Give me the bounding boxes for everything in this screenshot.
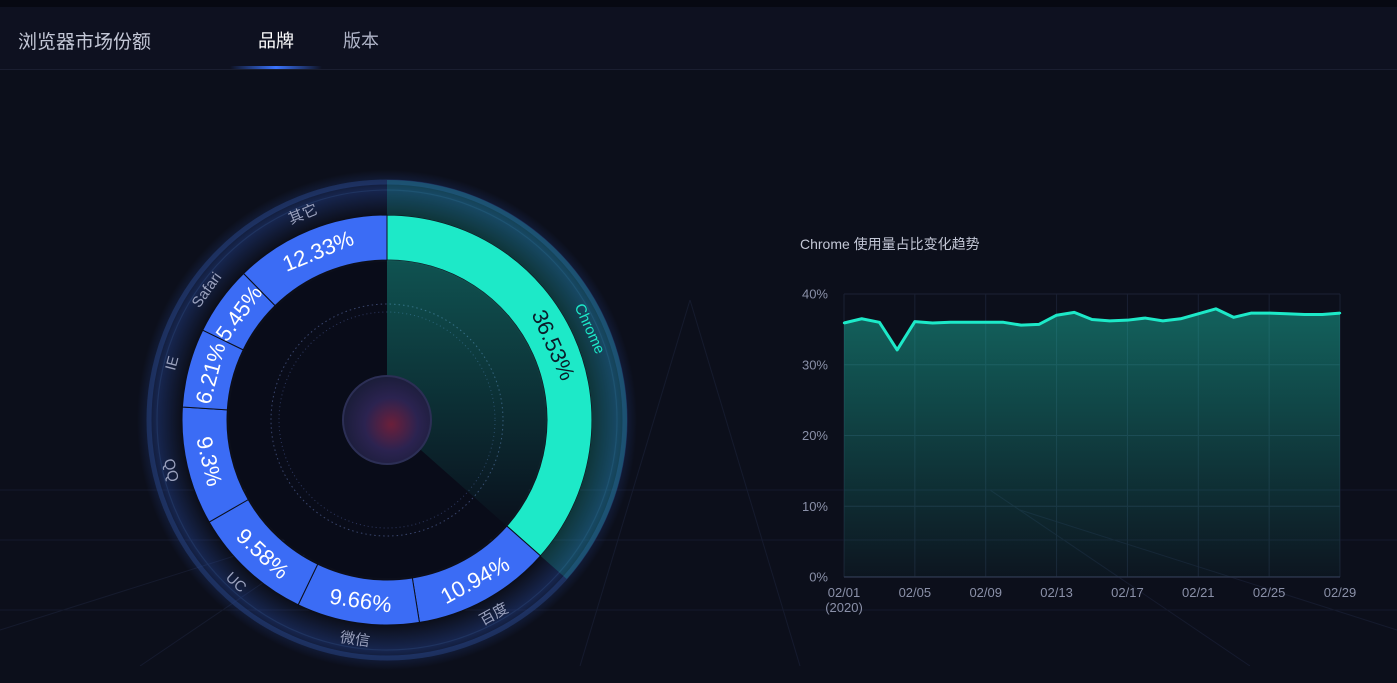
donut-guide-ring (156, 189, 618, 651)
data-point (1214, 307, 1218, 311)
donut-outer-ring (146, 179, 628, 661)
donut-slice-7 (242, 214, 388, 307)
data-point (1250, 311, 1253, 315)
x-tick-year-label: (2020) (825, 600, 863, 615)
data-point (1073, 311, 1076, 314)
y-tick-label: 10% (802, 499, 828, 514)
data-point (949, 321, 952, 324)
y-tick-label: 30% (802, 357, 828, 372)
center-orb (342, 375, 432, 465)
y-tick-label: 20% (802, 428, 828, 443)
x-tick-label: 02/17 (1111, 585, 1144, 600)
data-point (1197, 312, 1200, 316)
data-point (1303, 313, 1306, 316)
data-point (860, 317, 863, 320)
data-point (984, 321, 987, 324)
header-bar: 浏览器市场份额 品牌 版本 (0, 7, 1397, 70)
data-point (931, 321, 934, 325)
tab-version[interactable]: 版本 (343, 31, 379, 51)
x-tick-label: 02/01 (828, 585, 861, 600)
x-tick-label: 02/13 (1040, 585, 1073, 600)
data-point (1338, 311, 1342, 315)
x-tick-label: 02/09 (969, 585, 1002, 600)
active-tab-indicator (230, 66, 322, 69)
data-point (878, 321, 881, 324)
slice-name-label: QQ (160, 457, 182, 484)
data-point (1090, 318, 1094, 321)
data-point (895, 348, 899, 352)
data-point (1055, 314, 1058, 317)
x-tick-label: 02/21 (1182, 585, 1215, 600)
data-point (1126, 318, 1129, 322)
window-top-strip (0, 0, 1397, 7)
page-title: 浏览器市场份额 (18, 32, 152, 53)
data-point (1143, 316, 1147, 320)
data-point (1108, 319, 1111, 323)
x-tick-label: 02/29 (1324, 585, 1357, 600)
data-point (1267, 311, 1271, 315)
tab-brand[interactable]: 品牌 (258, 31, 294, 51)
data-point (1321, 313, 1324, 316)
data-point (913, 320, 917, 323)
data-point (1285, 312, 1289, 316)
highlight-beam (387, 260, 547, 527)
data-point (1002, 321, 1005, 324)
data-point (966, 321, 970, 324)
x-tick-label: 02/25 (1253, 585, 1286, 600)
data-point (1232, 316, 1235, 319)
x-tick-label: 02/05 (899, 585, 932, 600)
y-tick-label: 40% (802, 287, 828, 302)
data-point (842, 321, 846, 325)
data-point (1179, 317, 1182, 320)
slice-name-label: IE (162, 354, 182, 372)
browser-share-donut-chart: 36.53%Chrome10.94%百度9.66%微信9.58%UC9.3%QQ… (137, 170, 637, 670)
data-point (1037, 323, 1041, 326)
chrome-trend-area-chart: Chrome 使用量占比变化趋势 0% 10% 20% 30% 40% 02/01 02/05… (800, 236, 1357, 615)
chart-title: Chrome 使用量占比变化趋势 (800, 236, 980, 252)
area-fill (844, 308, 1340, 577)
highlight-outer-glow (387, 180, 628, 580)
y-tick-label: 0% (809, 570, 828, 585)
data-point (1019, 323, 1023, 327)
data-point (1161, 319, 1165, 323)
slice-name-label: 微信 (339, 629, 371, 650)
